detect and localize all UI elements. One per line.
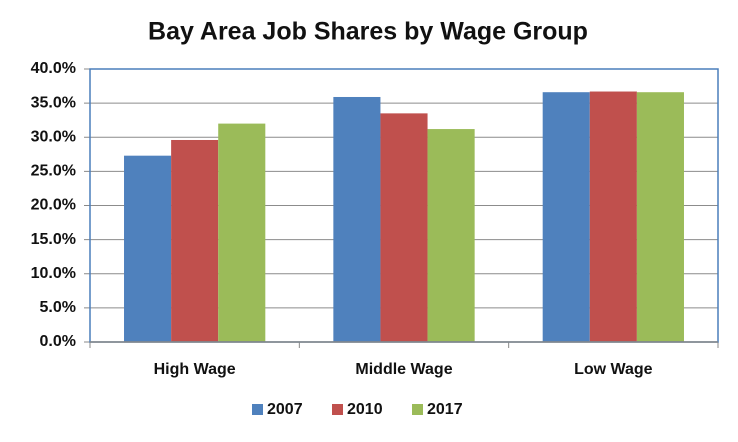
bar	[636, 92, 684, 342]
y-tick-label: 25.0%	[31, 163, 76, 180]
legend-label: 2007	[267, 401, 303, 418]
x-tick-label: High Wage	[154, 361, 236, 378]
bar	[380, 113, 428, 342]
y-tick-label: 35.0%	[31, 94, 76, 111]
y-tick-label: 40.0%	[31, 60, 76, 77]
bar	[124, 155, 172, 342]
y-tick-label: 0.0%	[40, 333, 76, 350]
chart-title: Bay Area Job Shares by Wage Group	[148, 18, 588, 46]
bar	[427, 129, 475, 342]
legend-swatch	[412, 404, 423, 415]
y-tick-label: 5.0%	[40, 299, 76, 316]
legend-swatch	[252, 404, 263, 415]
bar	[171, 139, 219, 342]
x-tick-label: Low Wage	[574, 361, 653, 378]
y-tick-label: 20.0%	[31, 197, 76, 214]
bar	[589, 91, 637, 343]
legend-label: 2017	[427, 401, 463, 418]
x-tick-label: Middle Wage	[355, 361, 452, 378]
y-tick-label: 30.0%	[31, 128, 76, 145]
y-tick-label: 10.0%	[31, 265, 76, 282]
bar	[218, 123, 266, 342]
legend-label: 2010	[347, 401, 383, 418]
bar	[542, 92, 590, 342]
bar	[333, 96, 381, 342]
y-tick-label: 15.0%	[31, 231, 76, 248]
legend-swatch	[332, 404, 343, 415]
